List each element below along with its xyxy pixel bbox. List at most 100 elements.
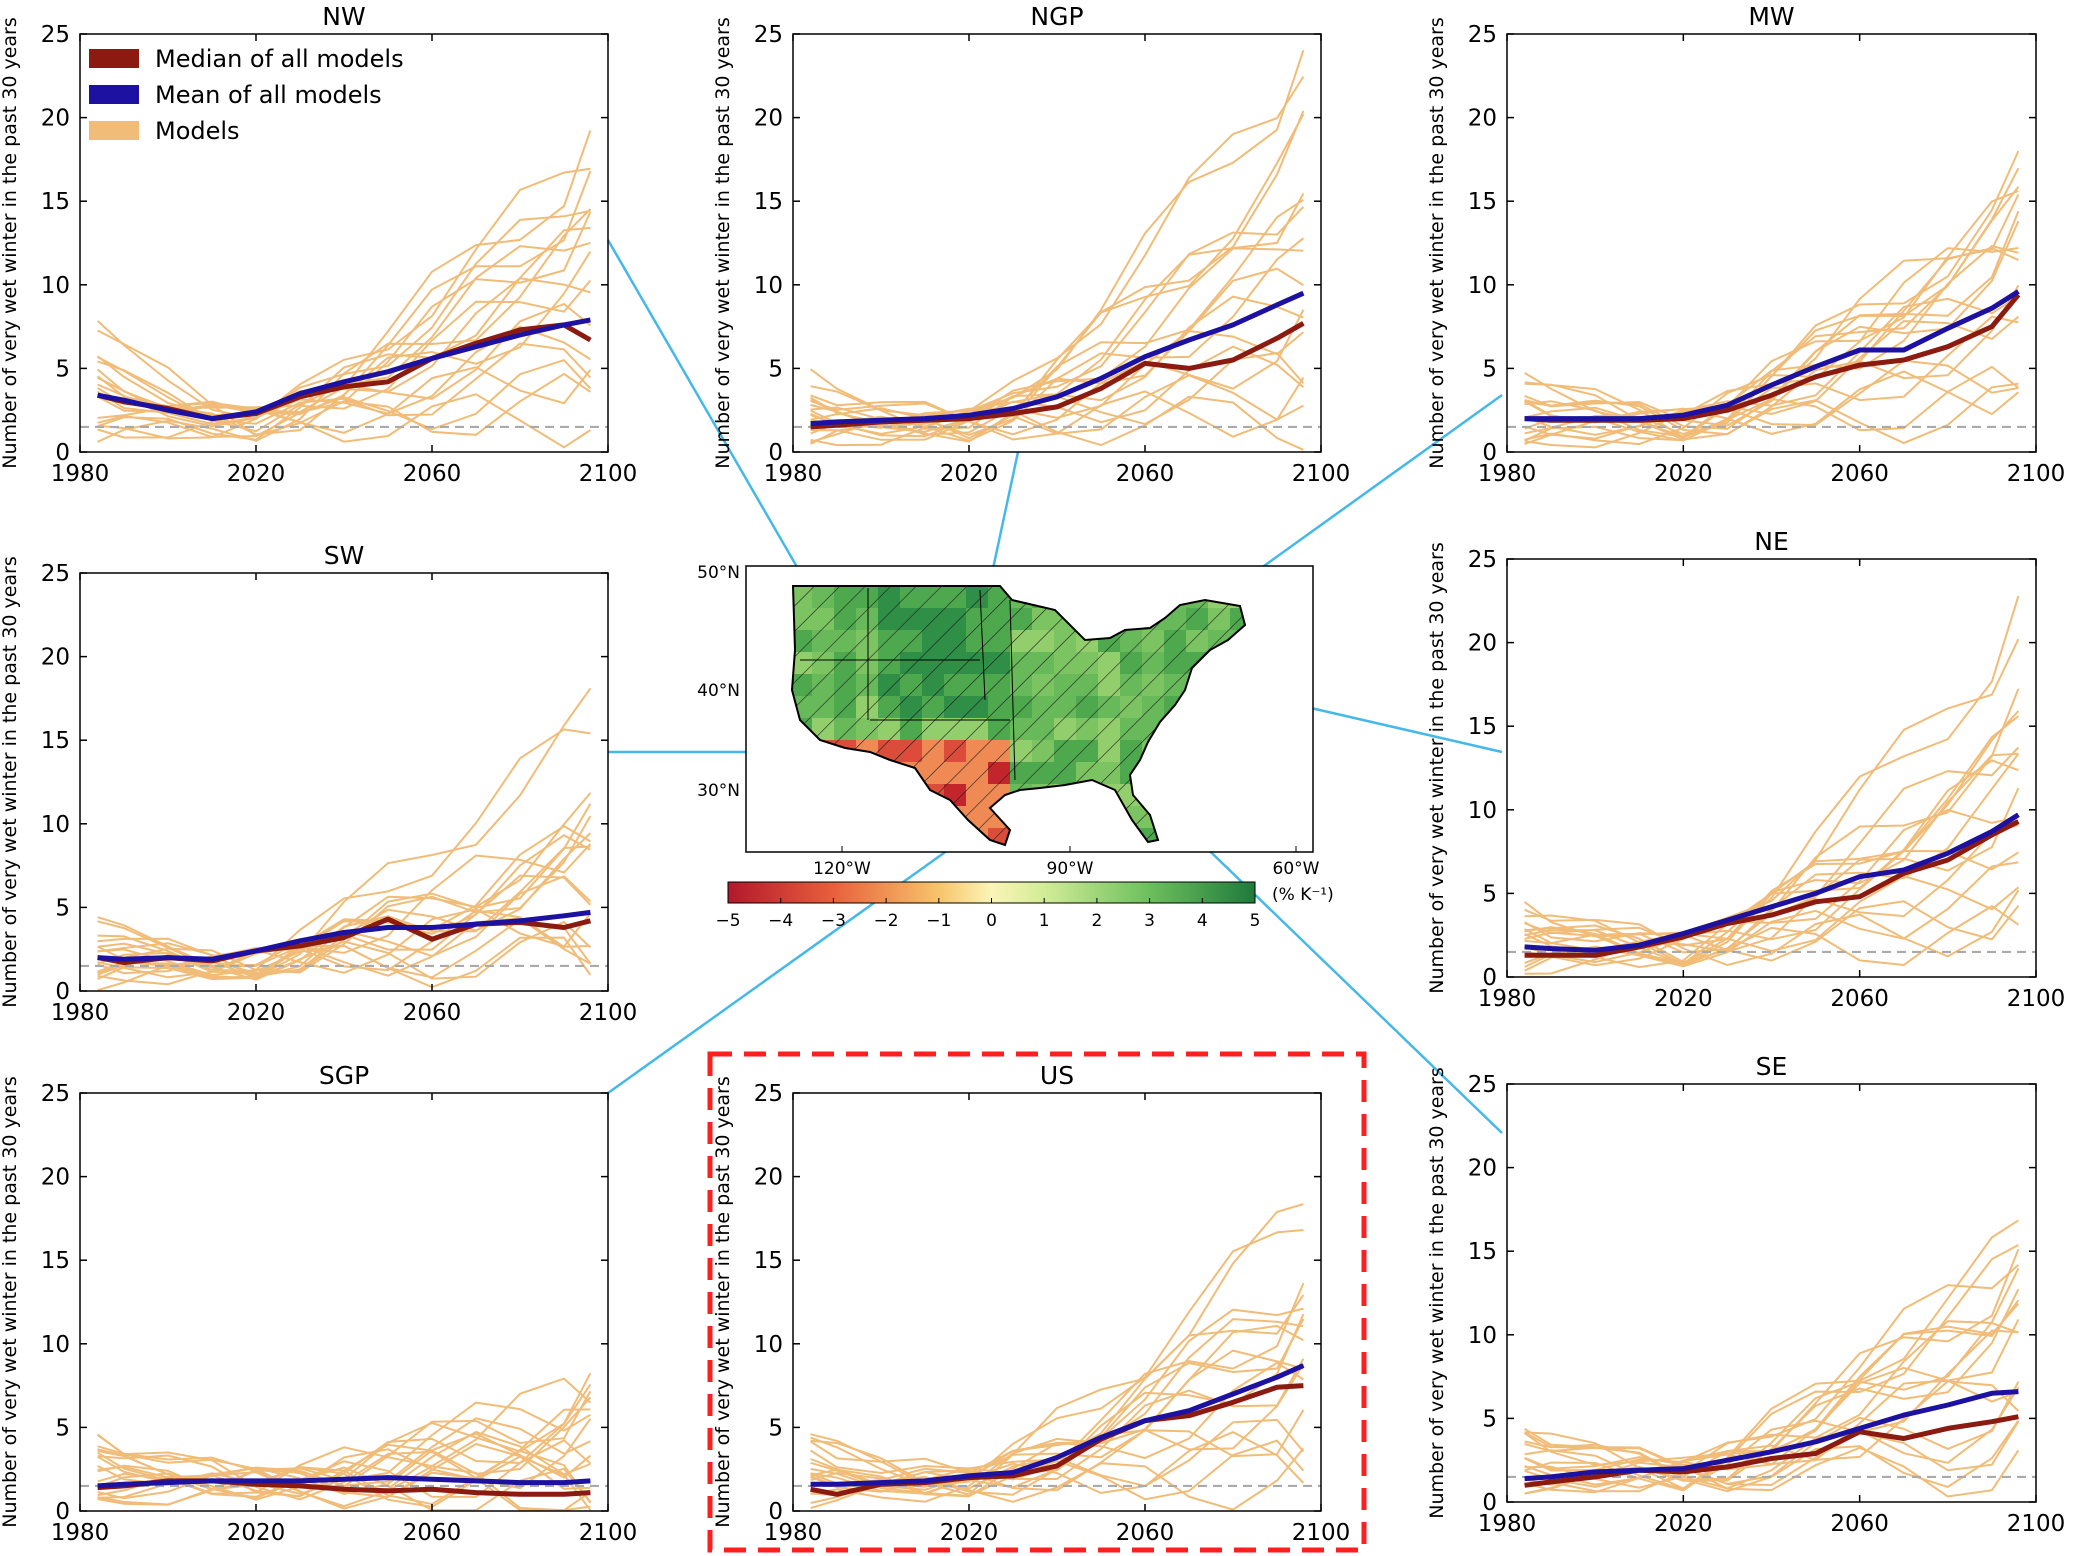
model-line (810, 267, 1304, 430)
model-line (1524, 1329, 2019, 1491)
y-tick-label: 5 (1482, 356, 1497, 382)
map-cell (1120, 850, 1142, 872)
panel-title: SW (324, 541, 365, 570)
y-tick-label: 10 (41, 273, 70, 299)
model-line (97, 687, 592, 979)
x-tick-label: 1980 (764, 1520, 823, 1546)
legend-label-median: Median of all models (155, 45, 404, 73)
axes-frame (1506, 558, 2037, 978)
y-axis-label: Number of very wet winter in the past 30… (712, 1076, 734, 1528)
panel-title: SGP (319, 1061, 369, 1090)
us-highlight-box (707, 1051, 1367, 1553)
colorbar-unit: (% K⁻¹) (1272, 885, 1334, 905)
y-tick-label: 10 (1468, 1323, 1497, 1349)
model-line (810, 1439, 1305, 1501)
y-tick-label: 25 (41, 561, 70, 587)
map-cell (1164, 850, 1186, 872)
y-tick-label: 10 (1468, 273, 1497, 299)
legend: Median of all models Mean of all models Mo… (89, 45, 404, 145)
y-tick-label: 5 (55, 356, 70, 382)
x-tick-label: 2100 (2007, 461, 2066, 487)
map-cell (966, 850, 988, 872)
y-tick-label: 5 (55, 895, 70, 921)
plot-area (80, 1372, 608, 1511)
colorbar-tick-label: 2 (1091, 911, 1102, 931)
model-line (1524, 382, 2019, 445)
y-tick-label: 20 (41, 106, 70, 132)
axes-frame (1506, 33, 2037, 453)
y-axis-label: Number of very wet winter in the past 30… (1426, 1067, 1448, 1519)
model-line (97, 342, 592, 425)
plot-area (80, 687, 608, 991)
model-line (96, 167, 591, 420)
y-tick-label: 0 (55, 979, 70, 1005)
model-line (1524, 1267, 2020, 1482)
axes-frame (1506, 1083, 2037, 1503)
model-line (810, 49, 1305, 427)
model-line (1524, 752, 2019, 965)
model-line (97, 815, 592, 974)
x-tick-label: 2100 (2007, 986, 2066, 1012)
legend-swatch-models (89, 121, 139, 140)
panel-se: 1980 2020 2060 2100 0 5 10 15 20 25 SE Number of ve… (1426, 1052, 2065, 1537)
y-tick-label: 0 (55, 1499, 70, 1525)
y-axis-label: Number of very wet winter in the past 30… (712, 17, 734, 469)
x-tick-label: 2060 (1830, 461, 1889, 487)
us-outline (790, 585, 1247, 847)
x-tick-label: 2060 (403, 1520, 462, 1546)
map-cell (1010, 850, 1032, 872)
colorbar-tick-label: 0 (986, 911, 997, 931)
model-line (97, 843, 592, 968)
model-line (97, 208, 592, 443)
lat-label: 30°N (697, 781, 740, 801)
model-line (97, 908, 592, 975)
panel-nw: 1980 2020 2060 2100 0 5 10 15 20 25 NW Number of ve… (0, 2, 637, 487)
y-tick-label: 20 (41, 645, 70, 671)
y-tick-label: 25 (1468, 547, 1497, 573)
model-line (810, 206, 1305, 435)
colorbar-tick-label: −4 (768, 911, 793, 931)
model-line (97, 358, 592, 438)
x-tick-label: 2100 (1292, 1520, 1351, 1546)
y-tick-label: 25 (1468, 22, 1497, 48)
panel-mw: 1980 2020 2060 2100 0 5 10 15 20 25 MW Number of ve… (1426, 2, 2065, 487)
legend-swatch-median (89, 49, 139, 68)
mean-line (97, 317, 591, 422)
x-tick-label: 2060 (403, 1000, 462, 1026)
y-tick-label: 25 (1468, 1072, 1497, 1098)
y-tick-label: 0 (1482, 1490, 1497, 1516)
plot-area (1507, 150, 2036, 449)
lat-label: 40°N (697, 681, 740, 701)
y-tick-label: 20 (1468, 106, 1497, 132)
connector-lines (606, 239, 1503, 1134)
y-tick-label: 25 (41, 1081, 70, 1107)
model-line (810, 193, 1305, 429)
model-line (810, 1324, 1304, 1503)
model-line (97, 329, 591, 437)
region-border (979, 589, 986, 701)
panel-sgp: 1980 2020 2060 2100 0 5 10 15 20 25 SGP Number of v… (0, 1061, 637, 1546)
y-tick-label: 10 (41, 812, 70, 838)
x-tick-label: 2020 (227, 461, 286, 487)
connector-line (606, 239, 810, 587)
y-tick-label: 10 (41, 1332, 70, 1358)
axes-frame (79, 1092, 609, 1512)
region-border (1009, 599, 1016, 781)
model-line (97, 1418, 592, 1501)
model-line (810, 309, 1305, 436)
y-tick-label: 25 (754, 1081, 783, 1107)
x-tick-label: 2020 (227, 1000, 286, 1026)
mean-line (97, 909, 591, 962)
model-line (810, 247, 1304, 438)
model-line (1524, 359, 2019, 449)
colorbar-tick-label: −3 (821, 911, 846, 931)
y-tick-label: 25 (41, 22, 70, 48)
axes-frame (79, 33, 609, 453)
y-tick-label: 15 (754, 189, 783, 215)
colorbar-tick-label: −2 (874, 911, 899, 931)
panel-sw: 1980 2020 2060 2100 0 5 10 15 20 25 SW Number of ve… (0, 541, 637, 1026)
lat-label: 50°N (697, 563, 740, 583)
y-tick-label: 20 (754, 106, 783, 132)
y-tick-label: 15 (41, 189, 70, 215)
y-tick-label: 0 (1482, 440, 1497, 466)
